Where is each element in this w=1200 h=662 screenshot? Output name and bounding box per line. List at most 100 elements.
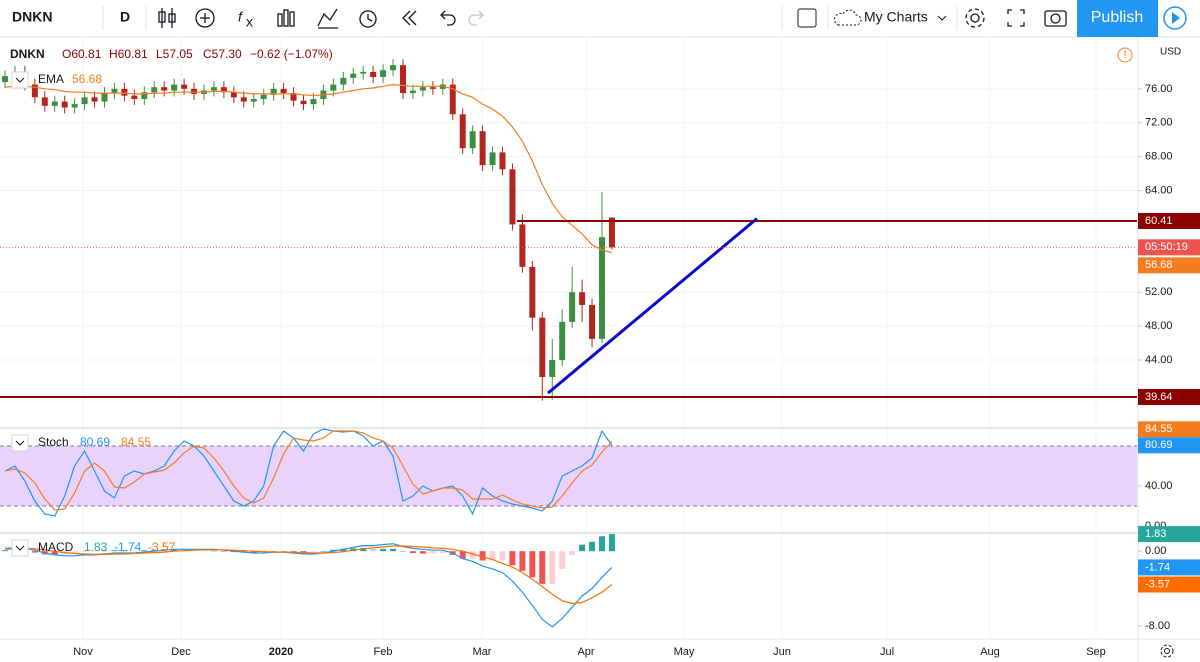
histogram-bar [310, 551, 317, 553]
candle-body [429, 87, 436, 89]
horizontal-line-tag: 60.41 [1145, 215, 1173, 227]
svg-text:x: x [246, 14, 253, 30]
chart-type-button[interactable] [158, 8, 176, 28]
legend-toggle[interactable] [11, 434, 29, 452]
layouts-button[interactable]: My Charts [864, 9, 928, 25]
candle-body [360, 71, 367, 74]
stoch-k-tag-bg [1138, 437, 1200, 454]
gear-hub [1164, 648, 1170, 654]
time-axis-label: Dec [171, 646, 191, 658]
interval-button[interactable]: D [120, 9, 130, 25]
histogram-bar [419, 551, 426, 554]
histogram-bar [300, 551, 307, 553]
candle-body [330, 84, 337, 91]
histogram-bar [589, 541, 596, 552]
countdown-tag: 05:50:19 [1145, 241, 1188, 253]
histogram-bar [459, 551, 466, 559]
redo-button[interactable] [468, 10, 484, 26]
legend-name: Stoch [38, 435, 69, 449]
time-axis-label: Jul [880, 646, 894, 658]
toolbar-bg [0, 0, 1200, 37]
compare-button[interactable] [195, 8, 215, 28]
legend-value: 80.69 [80, 435, 110, 449]
templates-button[interactable] [277, 9, 295, 27]
candle-body [608, 217, 615, 248]
candle-body [270, 88, 277, 95]
legend-chevron [15, 545, 25, 551]
y-tick-label: 48.00 [1145, 320, 1173, 332]
stoch-k-tag: 80.69 [1145, 439, 1173, 451]
candle-body [350, 73, 357, 78]
histogram-bar [330, 549, 337, 552]
time-axis-label: Aug [980, 646, 1000, 658]
candle-body [51, 101, 58, 106]
settings-button[interactable] [965, 8, 985, 28]
symbol-search[interactable]: DNKN [12, 9, 52, 25]
candle-body [121, 88, 128, 96]
candle-body [171, 84, 178, 91]
ema-tag-bg [1138, 257, 1200, 274]
histogram-bar [51, 551, 58, 555]
publish-menu[interactable] [1163, 6, 1187, 30]
publish-button[interactable] [1077, 0, 1158, 37]
y-tick-label: 40.00 [1145, 480, 1173, 492]
candle-body [419, 87, 426, 91]
time-axis-label: Nov [73, 646, 93, 658]
y-tick-label: 76.00 [1145, 83, 1173, 95]
histogram-tag: 1.83 [1145, 528, 1166, 540]
svg-text:f: f [238, 9, 244, 25]
candle-body [220, 87, 227, 93]
histogram-bar [579, 544, 586, 552]
histogram-bar [489, 551, 496, 561]
histogram-bar [539, 551, 546, 584]
legend-ohlc: −0.62 (−1.07%) [250, 47, 333, 61]
fullscreen-button[interactable] [1007, 9, 1025, 27]
histogram-bar [121, 550, 128, 552]
legend-toggle[interactable] [11, 539, 29, 557]
select-button[interactable] [797, 8, 817, 28]
snapshot-button[interactable] [1044, 10, 1067, 27]
legend-value: 56.68 [72, 72, 102, 86]
legend-chevron [15, 440, 25, 446]
candle-body [131, 95, 138, 100]
histogram-bar [519, 551, 526, 571]
undo-button[interactable] [440, 10, 456, 26]
compare-symbol-button[interactable] [317, 8, 338, 29]
replay-button[interactable] [402, 10, 417, 26]
candle-body [81, 97, 88, 105]
histogram-bar [608, 534, 615, 552]
histogram-bar [220, 551, 227, 552]
histogram-bar [549, 551, 556, 584]
candle-body [499, 152, 506, 170]
candle-body [519, 224, 526, 267]
stoch-d-tag-bg [1138, 421, 1200, 438]
y-tick-label: 0.00 [1145, 545, 1166, 557]
legend-toggle[interactable] [11, 71, 29, 89]
candle-body [101, 93, 108, 102]
candle-body [459, 114, 466, 149]
layouts-menu[interactable] [937, 15, 947, 21]
histogram-bar [469, 551, 476, 559]
histogram-bar [280, 551, 287, 552]
time-axis-label: May [674, 646, 695, 658]
histogram-bar [91, 551, 98, 552]
candle-body [141, 92, 148, 100]
trend-line [547, 217, 758, 395]
candle-body [310, 99, 317, 105]
cloud-icon [833, 9, 862, 26]
legend-ohlc: C57.30 [203, 47, 242, 61]
alert-button[interactable] [359, 10, 377, 28]
candle-body [579, 292, 586, 305]
candle-body [400, 65, 406, 94]
time-axis-label: Mar [473, 646, 492, 658]
candle-body [71, 104, 78, 108]
histogram-bar [210, 550, 217, 552]
candle-body [260, 94, 267, 100]
candle-body [31, 84, 38, 98]
candle-body [41, 97, 48, 106]
settings-gear[interactable] [1160, 644, 1174, 658]
histogram-bar [270, 551, 277, 552]
y-tick-label: 44.00 [1145, 354, 1173, 366]
